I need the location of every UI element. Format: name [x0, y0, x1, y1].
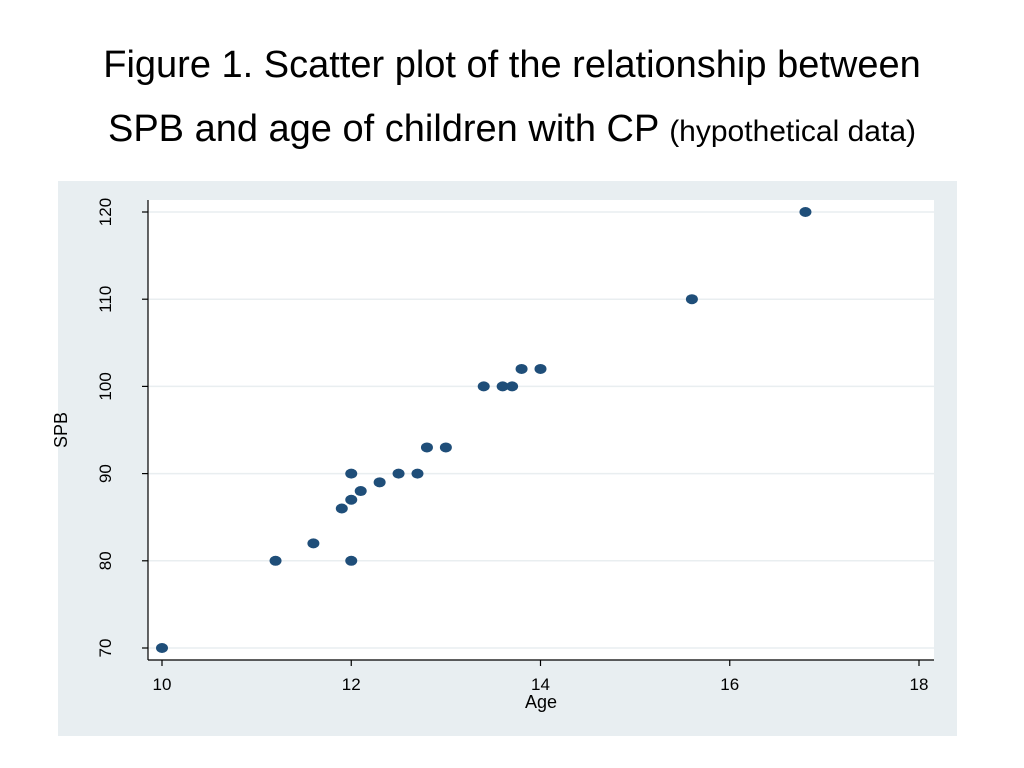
x-tick-label: 16 — [720, 675, 739, 694]
data-point — [307, 538, 320, 549]
axis-ticks: 70 80 90 100 110 120 10 12 14 16 18 — [96, 198, 928, 694]
y-tick-label: 90 — [96, 464, 115, 483]
data-point — [345, 555, 358, 566]
y-tick-label: 110 — [96, 286, 115, 313]
data-point — [411, 468, 424, 479]
data-point — [373, 477, 386, 488]
title-line-2: SPB and age of children with CP (hypothe… — [0, 100, 1024, 161]
y-axis-label: SPB — [51, 412, 71, 448]
data-point — [345, 494, 358, 505]
y-tick-label: 80 — [96, 551, 115, 570]
y-tick-label: 70 — [96, 639, 115, 658]
data-point — [506, 381, 519, 392]
data-point — [439, 442, 452, 453]
data-point — [335, 503, 348, 514]
y-tick-label: 120 — [96, 198, 115, 226]
y-tick-label: 100 — [96, 372, 115, 400]
data-point — [354, 486, 367, 497]
title-main-text: SPB and age of children with CP — [107, 108, 659, 150]
x-tick-label: 14 — [531, 675, 550, 694]
x-tick-label: 12 — [342, 675, 361, 694]
data-points — [156, 207, 812, 653]
data-point — [477, 381, 490, 392]
data-point — [156, 643, 168, 653]
data-point — [799, 207, 812, 217]
data-point — [515, 363, 528, 374]
data-point — [685, 294, 698, 305]
x-axis-label: Age — [525, 692, 557, 712]
plot-area — [148, 200, 934, 660]
x-tick-label: 18 — [910, 675, 929, 694]
data-point — [392, 468, 405, 479]
x-tick-label: 10 — [153, 675, 172, 694]
title-note: (hypothetical data) — [669, 115, 916, 148]
data-point — [269, 555, 282, 566]
title-line-1: Figure 1. Scatter plot of the relationsh… — [103, 44, 921, 86]
data-point — [420, 442, 433, 453]
data-point — [534, 363, 547, 374]
data-point — [496, 381, 509, 392]
data-point — [345, 468, 358, 479]
